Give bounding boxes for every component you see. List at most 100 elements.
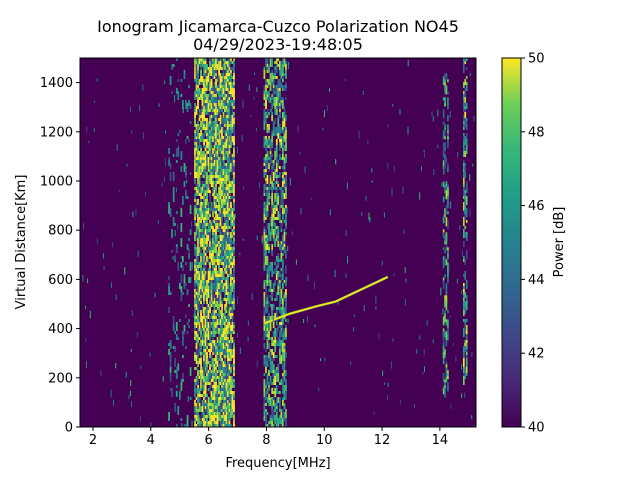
- noise-cell: [297, 125, 299, 133]
- heatmap-cell: [265, 154, 267, 157]
- heatmap-cell: [203, 421, 205, 427]
- heatmap-cell: [200, 76, 202, 85]
- noise-cell: [185, 139, 187, 145]
- heatmap-cell: [230, 400, 232, 409]
- heatmap-cell: [465, 334, 468, 343]
- heatmap-cell: [183, 274, 186, 277]
- heatmap-cell: [275, 58, 278, 64]
- heatmap-cell: [201, 241, 204, 244]
- heatmap-cell: [231, 196, 234, 199]
- heatmap-cell: [219, 118, 222, 124]
- heatmap-cell: [263, 292, 266, 298]
- heatmap-cell: [204, 187, 207, 190]
- heatmap-cell: [206, 121, 208, 124]
- heatmap-cell: [263, 391, 266, 400]
- noise-cell: [88, 141, 90, 144]
- heatmap-cell: [282, 364, 284, 370]
- heatmap-cell: [266, 190, 269, 199]
- noise-cell: [404, 267, 406, 273]
- heatmap-cell: [201, 184, 204, 187]
- heatmap-cell: [227, 421, 229, 427]
- noise-cell: [449, 111, 451, 118]
- heatmap-cell: [231, 220, 234, 223]
- noise-cell: [226, 399, 228, 406]
- noise-cell: [456, 278, 458, 284]
- heatmap-cell: [280, 70, 283, 79]
- heatmap-cell: [198, 262, 201, 268]
- heatmap-cell: [228, 325, 231, 328]
- heatmap-cell: [198, 169, 201, 178]
- heatmap-cell: [463, 229, 465, 238]
- heatmap-cell: [263, 193, 266, 196]
- heatmap-cell: [227, 64, 229, 67]
- heatmap-cell: [203, 124, 205, 127]
- heatmap-cell: [464, 259, 467, 265]
- heatmap-cell: [225, 97, 228, 103]
- heatmap-cell: [213, 223, 216, 226]
- heatmap-cell: [221, 214, 223, 217]
- heatmap-cell: [445, 322, 448, 326]
- heatmap-cell: [265, 79, 267, 85]
- heatmap-cell: [203, 217, 205, 226]
- heatmap-cell: [200, 244, 202, 247]
- heatmap-cell: [204, 244, 207, 247]
- heatmap-cell: [198, 358, 201, 361]
- heatmap-cell: [194, 238, 196, 241]
- heatmap-cell: [200, 148, 202, 151]
- heatmap-cell: [271, 223, 274, 226]
- heatmap-cell: [282, 214, 284, 220]
- heatmap-cell: [266, 412, 269, 415]
- heatmap-cell: [206, 64, 208, 70]
- heatmap-cell: [206, 223, 208, 226]
- heatmap-cell: [218, 322, 220, 325]
- heatmap-cell: [263, 388, 266, 391]
- noise-cell: [140, 365, 142, 369]
- heatmap-cell: [204, 91, 207, 94]
- heatmap-cell: [285, 385, 287, 391]
- heatmap-cell: [280, 223, 283, 232]
- heatmap-cell: [463, 202, 465, 211]
- heatmap-cell: [228, 109, 231, 118]
- heatmap-cell: [224, 256, 226, 259]
- heatmap-cell: [210, 421, 213, 427]
- heatmap-cell: [219, 241, 222, 244]
- heatmap-cell: [204, 391, 207, 394]
- heatmap-cell: [189, 277, 192, 283]
- heatmap-cell: [206, 292, 208, 301]
- noise-cell: [375, 295, 377, 304]
- heatmap-cell: [277, 232, 280, 241]
- noise-cell: [431, 111, 433, 117]
- noise-cell: [237, 296, 239, 305]
- heatmap-cell: [213, 418, 216, 421]
- heatmap-cell: [225, 178, 228, 187]
- heatmap-cell: [210, 181, 213, 187]
- heatmap-cell: [219, 175, 222, 178]
- heatmap-cell: [172, 316, 175, 325]
- heatmap-cell: [442, 142, 445, 152]
- heatmap-cell: [200, 256, 202, 265]
- heatmap-cell: [221, 397, 223, 400]
- heatmap-cell: [212, 115, 214, 118]
- heatmap-cell: [221, 289, 223, 292]
- heatmap-cell: [215, 424, 217, 427]
- noise-cell: [459, 225, 461, 231]
- heatmap-cells: [82, 58, 476, 427]
- heatmap-cell: [275, 259, 278, 262]
- heatmap-cell: [233, 280, 235, 283]
- noise-cell: [239, 347, 241, 354]
- heatmap-cell: [212, 301, 214, 304]
- heatmap-cell: [213, 376, 216, 379]
- heatmap-cell: [222, 124, 225, 127]
- heatmap-cell: [222, 175, 225, 178]
- noise-cell: [295, 259, 297, 265]
- heatmap-cell: [464, 376, 467, 379]
- noise-cell: [426, 320, 428, 326]
- heatmap-cell: [280, 268, 283, 271]
- noise-cell: [227, 404, 228, 409]
- noise-cell: [188, 248, 190, 253]
- heatmap-cell: [204, 73, 207, 82]
- heatmap-cell: [213, 364, 216, 373]
- heatmap-cell: [266, 85, 269, 88]
- heatmap-cell: [221, 424, 223, 427]
- heatmap-cell: [227, 139, 229, 142]
